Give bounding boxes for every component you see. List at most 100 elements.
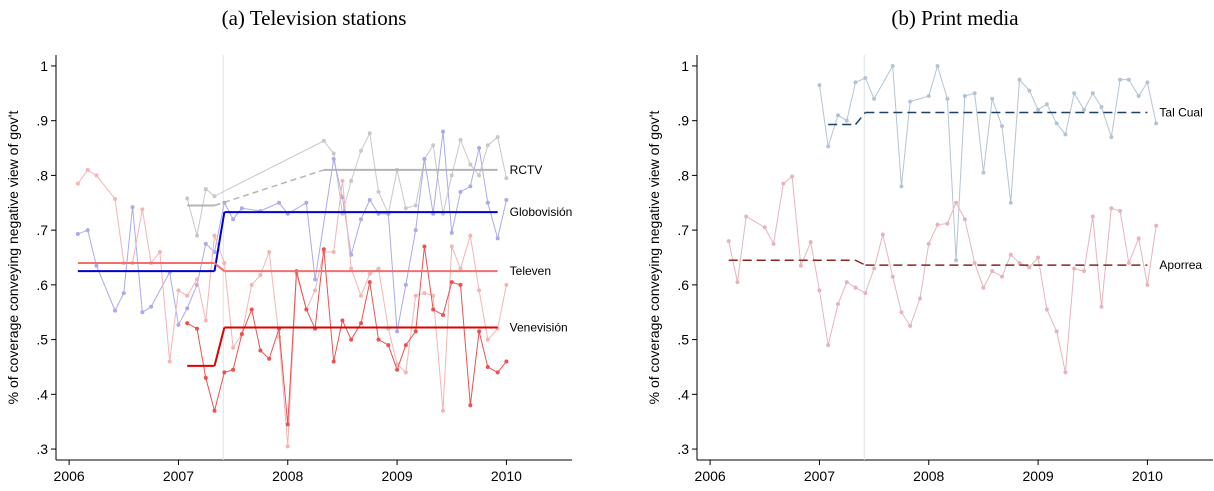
fit-line [854, 111, 866, 125]
data-point [1072, 91, 1077, 96]
data-point [853, 80, 858, 85]
data-point [1036, 255, 1041, 260]
data-point [468, 184, 473, 189]
data-point [75, 231, 80, 236]
data-point [990, 269, 995, 274]
data-point [431, 293, 436, 298]
data-point [449, 173, 454, 178]
data-point [203, 187, 208, 192]
data-point [844, 118, 849, 123]
data-point [853, 285, 858, 290]
data-point [762, 225, 767, 230]
y-tick-label: .7 [36, 222, 48, 238]
chart-title: (b) Print media [891, 6, 1019, 30]
data-point [140, 207, 145, 212]
data-point [441, 129, 445, 134]
data-point [477, 173, 482, 178]
data-point [981, 170, 986, 175]
data-point [203, 318, 208, 323]
data-point [359, 293, 364, 298]
data-point [1044, 307, 1049, 312]
data-point [403, 206, 408, 211]
series-label: Aporrea [1159, 258, 1202, 272]
data-point [349, 266, 354, 271]
data-point [359, 321, 364, 326]
data-point [285, 422, 290, 427]
data-point [1027, 88, 1032, 93]
x-tick-label: 2009 [382, 468, 413, 484]
data-point [113, 196, 118, 201]
series-label: Globovisión [510, 205, 573, 219]
data-point [1118, 77, 1123, 82]
data-point [826, 144, 831, 149]
data-point [176, 288, 181, 293]
x-tick-label: 2007 [163, 468, 194, 484]
data-point [1118, 208, 1123, 213]
data-point [113, 308, 118, 313]
data-point [258, 273, 263, 278]
fit-line [213, 262, 225, 272]
data-point [94, 263, 99, 268]
data-point [222, 370, 227, 375]
data-point [899, 310, 904, 315]
data-point [1145, 80, 1150, 85]
data-point [285, 444, 290, 449]
data-point [431, 143, 436, 148]
data-point [495, 135, 500, 140]
data-point [1036, 107, 1041, 112]
data-point [1082, 269, 1086, 274]
data-point [872, 266, 877, 271]
data-point [1054, 121, 1059, 126]
data-point [386, 343, 391, 348]
data-point [735, 280, 740, 285]
data-point [249, 307, 254, 312]
data-point [836, 302, 841, 307]
data-point [258, 348, 263, 353]
data-point [1008, 200, 1013, 205]
data-point [313, 277, 318, 282]
data-point [945, 96, 950, 101]
x-tick-label: 2008 [913, 468, 944, 484]
series-label: Venevisión [510, 321, 568, 335]
data-point [1154, 223, 1159, 228]
y-tick-label: .3 [36, 441, 48, 457]
x-tick-label: 2006 [695, 468, 726, 484]
data-line [818, 64, 1157, 261]
data-point [231, 367, 236, 372]
data-point [403, 370, 408, 375]
data-point [981, 285, 986, 290]
data-point [85, 167, 90, 172]
fit-line [213, 211, 226, 272]
x-tick-label: 2009 [1023, 468, 1054, 484]
data-point [485, 143, 490, 148]
data-point [203, 241, 208, 246]
data-point [321, 247, 326, 252]
data-point [899, 184, 904, 189]
data-point [203, 375, 208, 380]
y-tick-label: .6 [677, 277, 689, 293]
data-point [1099, 304, 1104, 309]
data-point [331, 156, 336, 161]
data-point [185, 306, 190, 311]
data-point [926, 241, 931, 246]
data-line [728, 175, 1157, 373]
data-point [972, 91, 977, 96]
data-point [449, 280, 454, 285]
fit-line [213, 327, 226, 367]
series-label: RCTV [510, 163, 543, 177]
data-point [441, 312, 445, 317]
data-point [449, 244, 454, 249]
y-tick-label: .5 [677, 332, 689, 348]
data-point [1136, 94, 1141, 99]
data-point [468, 233, 473, 238]
data-point [367, 280, 372, 285]
data-point [422, 244, 427, 249]
x-tick-label: 2008 [272, 468, 303, 484]
data-point [277, 200, 282, 205]
data-point [954, 258, 959, 263]
data-point [872, 96, 877, 101]
y-tick-label: .4 [36, 386, 48, 402]
data-point [340, 195, 345, 200]
data-point [962, 94, 967, 99]
data-point [468, 162, 473, 167]
